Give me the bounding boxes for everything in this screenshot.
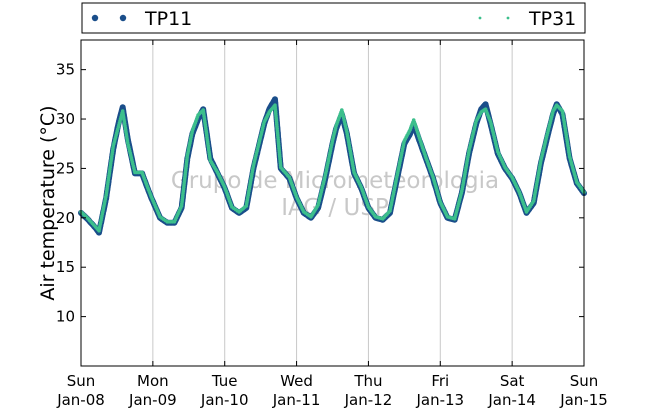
series-layer — [78, 96, 587, 236]
x-axis-ticks: SunJan-08MonJan-09TueJan-10WedJan-11ThuJ… — [56, 40, 608, 409]
legend-label-tp31: TP31 — [528, 8, 576, 30]
legend-marker-tp31 — [478, 16, 482, 20]
x-tick-date: Jan-09 — [128, 391, 177, 409]
y-tick-label: 10 — [56, 308, 75, 326]
y-axis-label: Air temperature (°C) — [37, 105, 59, 300]
x-tick-day: Sun — [67, 372, 96, 390]
plot-frame — [80, 39, 585, 367]
x-tick-date: Jan-14 — [487, 391, 536, 409]
legend-marker-tp11 — [119, 14, 127, 22]
x-tick-day: Tue — [211, 372, 238, 390]
plot-area — [81, 40, 584, 366]
x-tick-date: Jan-15 — [559, 391, 608, 409]
legend-marker-tp31 — [506, 16, 510, 20]
x-tick-date: Jan-12 — [344, 391, 393, 409]
x-tick-day: Fri — [431, 372, 449, 390]
y-axis-ticks: 10 15 20 25 30 35 — [56, 61, 584, 326]
x-tick-day: Wed — [280, 372, 313, 390]
y-tick-label: 25 — [56, 159, 75, 177]
legend-label-tp11: TP11 — [144, 8, 192, 30]
legend-box — [81, 2, 586, 34]
x-tick-date: Jan-10 — [200, 391, 249, 409]
x-tick-date: Jan-11 — [272, 391, 321, 409]
y-tick-label: 30 — [56, 110, 75, 128]
series-tp31 — [79, 103, 586, 233]
legend: TP11 TP31 — [81, 2, 586, 34]
y-tick-label: 20 — [56, 209, 75, 227]
x-tick-day: Thu — [353, 372, 382, 390]
y-tick-label: 35 — [56, 61, 75, 79]
x-tick-day: Sun — [570, 372, 599, 390]
x-tick-date: Jan-13 — [415, 391, 464, 409]
x-tick-day: Mon — [137, 372, 169, 390]
legend-marker-tp11 — [91, 14, 99, 22]
x-tick-date: Jan-08 — [56, 391, 105, 409]
y-tick-label: 15 — [56, 258, 75, 276]
x-tick-day: Sat — [500, 372, 525, 390]
